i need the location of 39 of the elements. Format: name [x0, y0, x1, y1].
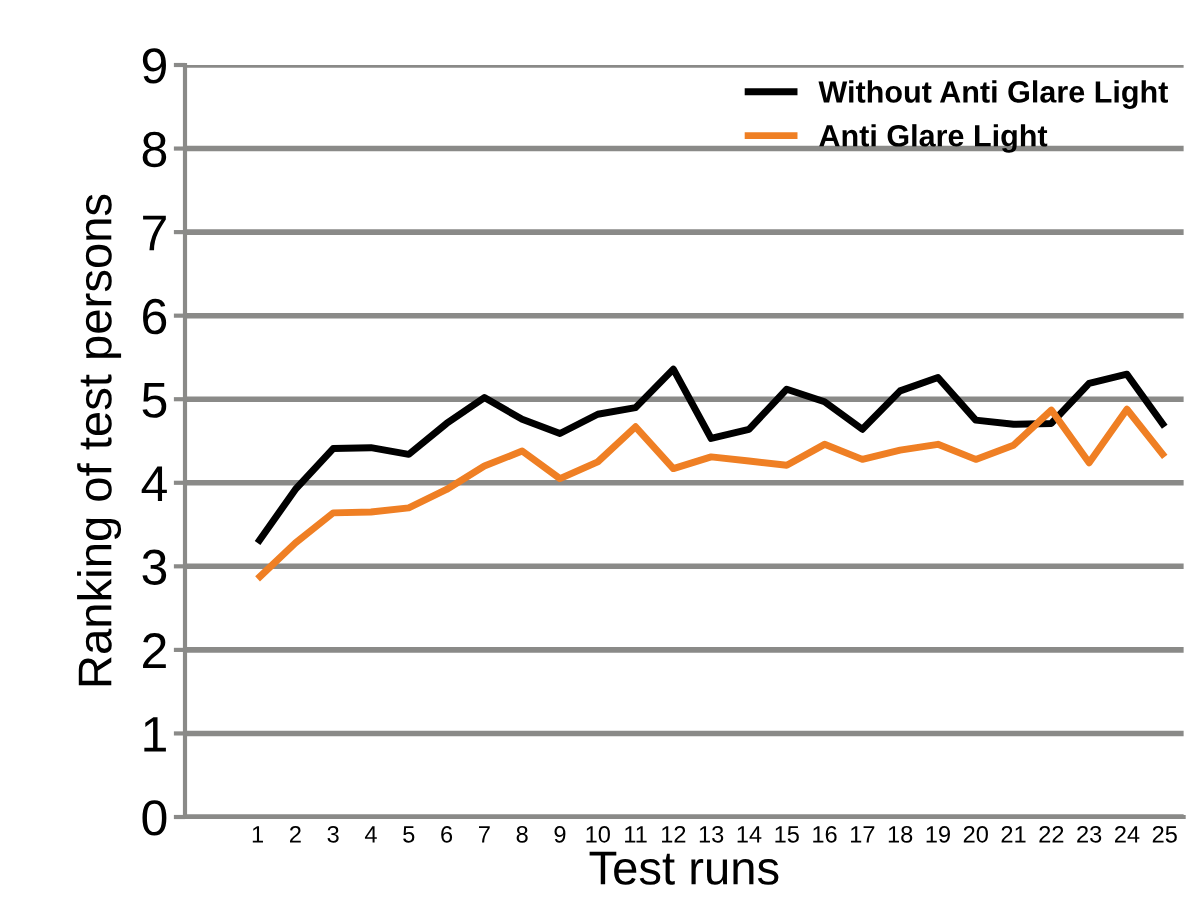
x-tick-label: 25: [1152, 825, 1177, 843]
x-tick-label: 13: [699, 825, 724, 843]
x-tick-label: 5: [403, 826, 415, 843]
x-tick-label: 20: [963, 825, 988, 843]
y-tick-label: 0: [142, 800, 167, 836]
legend-label: Anti Glare Light: [819, 124, 1048, 153]
y-tick-label: 5: [142, 382, 167, 418]
x-tick-label: 17: [851, 826, 875, 843]
y-tick-label: 8: [142, 131, 167, 168]
x-tick-label: 9: [554, 825, 566, 843]
x-tick-label: 2: [289, 825, 301, 843]
x-tick-label: 19: [926, 825, 950, 843]
x-tick-label: 24: [1114, 825, 1140, 843]
x-tick-label: 16: [813, 825, 837, 843]
x-tick-label: 11: [625, 826, 647, 843]
y-axis-title: Ranking of test persons: [77, 194, 122, 686]
x-tick-label: 7: [479, 826, 490, 843]
x-tick-label: 14: [737, 826, 762, 843]
x-tick-label: 6: [441, 825, 453, 843]
x-tick-label: 3: [327, 825, 339, 843]
y-tick-label: 1: [144, 717, 166, 752]
y-tick-label: 7: [143, 215, 166, 251]
x-tick-label: 21: [1001, 825, 1026, 843]
y-tick-label: 3: [142, 549, 167, 585]
legend-label: Without Anti Glare Light: [818, 80, 1168, 109]
x-tick-label: 1: [252, 826, 263, 843]
x-tick-label: 4: [364, 826, 377, 843]
x-tick-label: 22: [1039, 825, 1064, 843]
x-tick-label: 18: [888, 825, 913, 843]
y-tick-label: 6: [143, 298, 167, 335]
x-tick-label: 10: [586, 825, 610, 843]
x-axis-title: Test runs: [589, 851, 779, 885]
y-tick-label: 9: [142, 48, 166, 84]
x-tick-label: 15: [775, 826, 799, 843]
y-tick-label: 4: [141, 466, 167, 501]
x-tick-label: 23: [1077, 825, 1102, 843]
x-tick-label: 8: [516, 825, 528, 843]
x-tick-label: 12: [662, 825, 686, 843]
y-tick-label: 2: [143, 633, 166, 669]
